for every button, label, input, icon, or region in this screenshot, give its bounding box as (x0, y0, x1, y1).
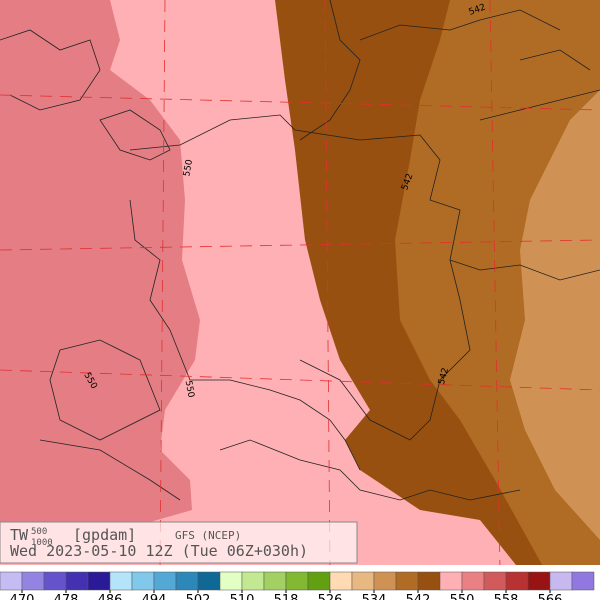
colorbar-label: 510 (230, 593, 255, 600)
info-box: TW 500 1000 [gpdam] GFS (NCEP) Wed 2023-… (0, 521, 358, 564)
colorbar-swatch (109, 571, 133, 591)
colorbar-swatch (285, 571, 309, 591)
colorbar-label: 470 (10, 593, 35, 600)
colorbar-swatch (131, 571, 155, 591)
colorbar-swatch (329, 571, 353, 591)
colorbar-swatch (571, 571, 595, 591)
colorbar-swatch (307, 571, 331, 591)
colorbar-label: 518 (274, 593, 299, 600)
title-unit: [gpdam] (73, 526, 136, 544)
colorbar-swatch (241, 571, 265, 591)
colorbar-swatch (373, 571, 397, 591)
colorbar-label: 566 (538, 593, 563, 600)
title-bottom: 1000 (31, 538, 53, 548)
colorbar-label: 486 (98, 593, 123, 600)
colorbar-swatch (461, 571, 485, 591)
graticule (0, 0, 600, 571)
colorbar-label: 558 (494, 593, 519, 600)
colorbar-swatch (0, 571, 23, 591)
title-top: 500 (31, 527, 47, 537)
colorbar-label: 526 (318, 593, 343, 600)
borders (0, 0, 600, 501)
colorbar-swatch (351, 571, 375, 591)
colorbar-label: 502 (186, 593, 211, 600)
colorbar-label: 478 (54, 593, 79, 600)
info-box-bg (0, 521, 358, 564)
contour-label: 550 (183, 380, 196, 399)
colorbar-swatch (395, 571, 419, 591)
colorbar-swatch (197, 571, 221, 591)
colorbar-swatch (417, 571, 441, 591)
colorbar-swatch (43, 571, 67, 591)
valid-time: Wed 2023-05-10 12Z (Tue 06Z+030h) (10, 542, 308, 560)
colorbar-swatch (483, 571, 507, 591)
field-550-dark (0, 0, 200, 522)
map-fields (0, 0, 600, 570)
colorbar-swatch (549, 571, 573, 591)
contour-label: 550 (182, 159, 195, 178)
contour-label: 542 (437, 367, 451, 386)
title-model: GFS (NCEP) (175, 529, 241, 542)
colorbar-label: 534 (362, 593, 387, 600)
colorbar-swatch (505, 571, 529, 591)
title-name: TW (10, 526, 29, 544)
colorbar-swatch (153, 571, 177, 591)
colorbar-swatch (175, 571, 199, 591)
colorbar-swatch (65, 571, 89, 591)
colorbar-swatch (219, 571, 243, 591)
field-526 (510, 90, 600, 540)
colorbar-swatch (527, 571, 551, 591)
colorbar-label: 494 (142, 593, 167, 600)
colorbar-swatch (21, 571, 45, 591)
colorbar-swatch (263, 571, 287, 591)
colorbar-swatch (87, 571, 111, 591)
colorbar-label: 542 (406, 593, 431, 600)
colorbar-swatch (439, 571, 463, 591)
colorbar-label: 550 (450, 593, 475, 600)
